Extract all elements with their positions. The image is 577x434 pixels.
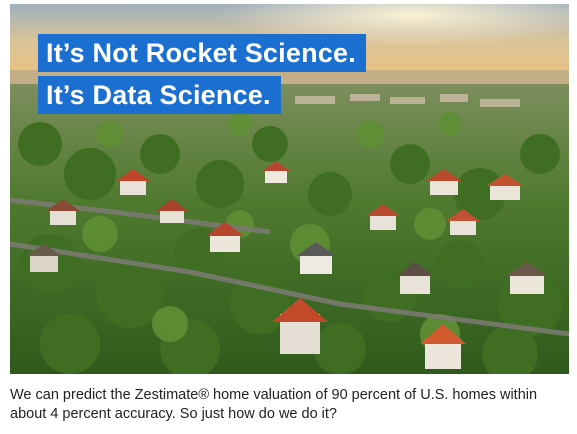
headline-line-2: It’s Data Science. (38, 76, 281, 114)
caption-text: We can predict the Zestimate® home valua… (10, 387, 538, 422)
aerial-neighborhood-photo (10, 4, 569, 374)
hero-image: It’s Not Rocket Science. It’s Data Scien… (10, 4, 569, 374)
headline-line-1: It’s Not Rocket Science. (38, 34, 366, 72)
